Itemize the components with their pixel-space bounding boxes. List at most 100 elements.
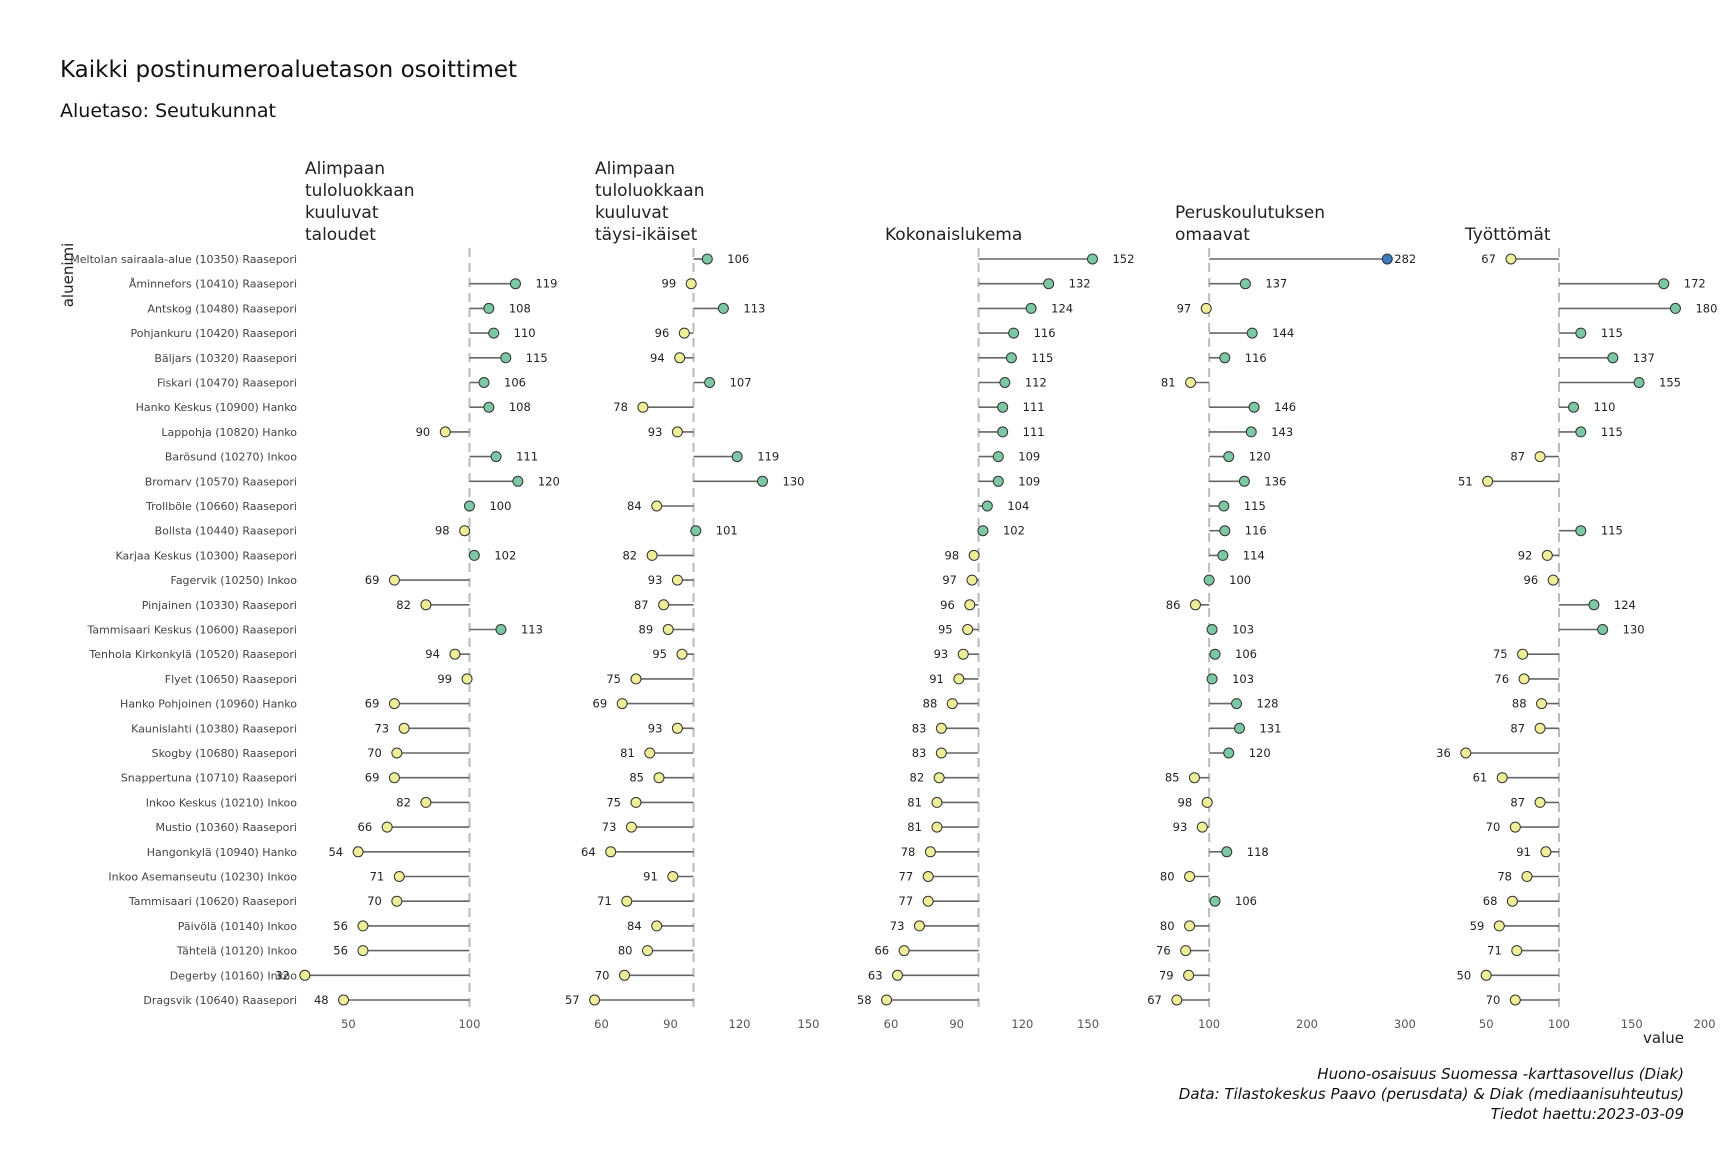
lollipop-dot (388, 698, 400, 710)
lollipop-dot (892, 969, 904, 981)
lollipop-dot (701, 253, 713, 265)
lollipop-dot (1184, 920, 1196, 932)
lollipop-dot (1180, 945, 1192, 957)
lollipop-dot (461, 673, 473, 685)
value-label: 89 (639, 623, 654, 637)
value-label: 180 (1695, 301, 1717, 315)
value-label: 119 (757, 450, 779, 464)
lollipop-dot (674, 352, 686, 364)
facet-title-line: omaavat (1175, 225, 1250, 245)
value-label: 108 (509, 301, 531, 315)
value-label: 101 (716, 524, 738, 538)
value-label: 84 (627, 499, 642, 513)
lollipop-dot (420, 599, 432, 611)
lollipop-dot (646, 549, 658, 561)
lollipop-dot (957, 648, 969, 660)
lollipop-dot (630, 673, 642, 685)
value-label: 120 (1249, 450, 1271, 464)
value-label: 77 (899, 894, 914, 908)
lollipop-dot (483, 302, 495, 314)
lollipop-dot (1575, 426, 1587, 438)
lollipop-dot (671, 722, 683, 734)
lollipop-dot (495, 624, 507, 635)
row-label: Hanko Keskus (10900) Hanko (136, 401, 298, 414)
lollipop-dot (357, 920, 369, 932)
facet-3: Kokonaislukema 60 90 120 150 152 132 124 116 115 1… (857, 225, 1134, 1031)
lollipop-dot (1518, 673, 1530, 685)
lollipop-dot (676, 648, 688, 660)
value-label: 93 (1173, 820, 1188, 834)
lollipop-dot (1496, 772, 1508, 784)
value-label: 70 (595, 968, 610, 982)
lollipop-dot (509, 278, 521, 290)
lollipop-dot (1568, 401, 1580, 413)
lollipop-dot (981, 500, 993, 512)
value-label: 111 (1023, 425, 1045, 439)
row-label: Fiskari (10470) Raasepori (157, 377, 297, 390)
lollipop-dot (671, 574, 683, 586)
lollipop-dot (1217, 549, 1229, 561)
value-label: 99 (662, 277, 677, 291)
value-label: 36 (1436, 746, 1451, 760)
value-label: 97 (1177, 301, 1192, 315)
value-label: 91 (1516, 845, 1531, 859)
lollipop-dot (953, 673, 965, 685)
value-label: 88 (923, 697, 938, 711)
value-label: 115 (526, 351, 548, 365)
value-label: 87 (634, 598, 649, 612)
lollipop-dot (388, 772, 400, 784)
value-label: 115 (1601, 425, 1623, 439)
lollipop-dot (1493, 920, 1505, 932)
row-label: Päivölä (10140) Inkoo (178, 920, 297, 933)
value-label: 69 (365, 573, 380, 587)
lollipop-dot (1209, 648, 1221, 660)
row-label: Tähtelä (10120) Inkoo (176, 945, 298, 958)
x-tick-label: 60 (884, 1017, 899, 1031)
lollipop-dot (483, 401, 495, 413)
lollipop-dot (898, 945, 910, 957)
value-label: 118 (1247, 845, 1269, 859)
row-label: Skogby (10680) Raasepori (152, 747, 297, 760)
value-label: 82 (622, 548, 637, 562)
value-label: 87 (1510, 450, 1525, 464)
lollipop-dot (968, 549, 980, 561)
row-label: Degerby (10160) Inkoo (170, 969, 297, 982)
lollipop-dot (1223, 747, 1235, 759)
x-tick-label: 200 (1694, 1017, 1716, 1031)
lollipop-dot (630, 796, 642, 808)
value-label: 76 (1156, 944, 1171, 958)
lollipop-dot (1231, 698, 1243, 710)
row-label: Barösund (10270) Inkoo (165, 451, 297, 464)
lollipop-dot (1171, 994, 1183, 1006)
facet-title-line: täysi-ikäiset (595, 225, 698, 245)
row-label: Hangonkylä (10940) Hanko (147, 846, 297, 859)
value-label: 77 (899, 870, 914, 884)
lollipop-dot (1239, 278, 1251, 290)
lollipop-dot (1183, 969, 1195, 981)
row-label: Inkoo Keskus (10210) Inkoo (146, 796, 298, 809)
lollipop-dot (1658, 278, 1670, 290)
lollipop-dot (662, 624, 674, 635)
lollipop-dot (1223, 451, 1235, 463)
row-label: Tammisaari (10620) Raasepori (128, 895, 297, 908)
lollipop-dot (997, 426, 1009, 438)
x-tick-label: 100 (1198, 1017, 1220, 1031)
lollipop-dot (621, 895, 633, 907)
lollipop-dot (512, 475, 524, 487)
lollipop-dot (717, 302, 729, 314)
value-label: 282 (1394, 252, 1416, 266)
value-label: 115 (1601, 524, 1623, 538)
x-tick-label: 60 (594, 1017, 609, 1031)
value-label: 83 (912, 721, 927, 735)
value-label: 99 (437, 672, 452, 686)
lollipop-dot (685, 278, 697, 290)
lollipop-dot (1200, 302, 1212, 314)
value-label: 69 (365, 771, 380, 785)
lollipop-dot (1086, 253, 1098, 265)
lollipop-dot (1206, 673, 1218, 685)
value-label: 137 (1265, 277, 1287, 291)
x-tick-label: 90 (663, 1017, 678, 1031)
lollipop-dot (1633, 377, 1645, 388)
lollipop-dot (644, 747, 656, 759)
